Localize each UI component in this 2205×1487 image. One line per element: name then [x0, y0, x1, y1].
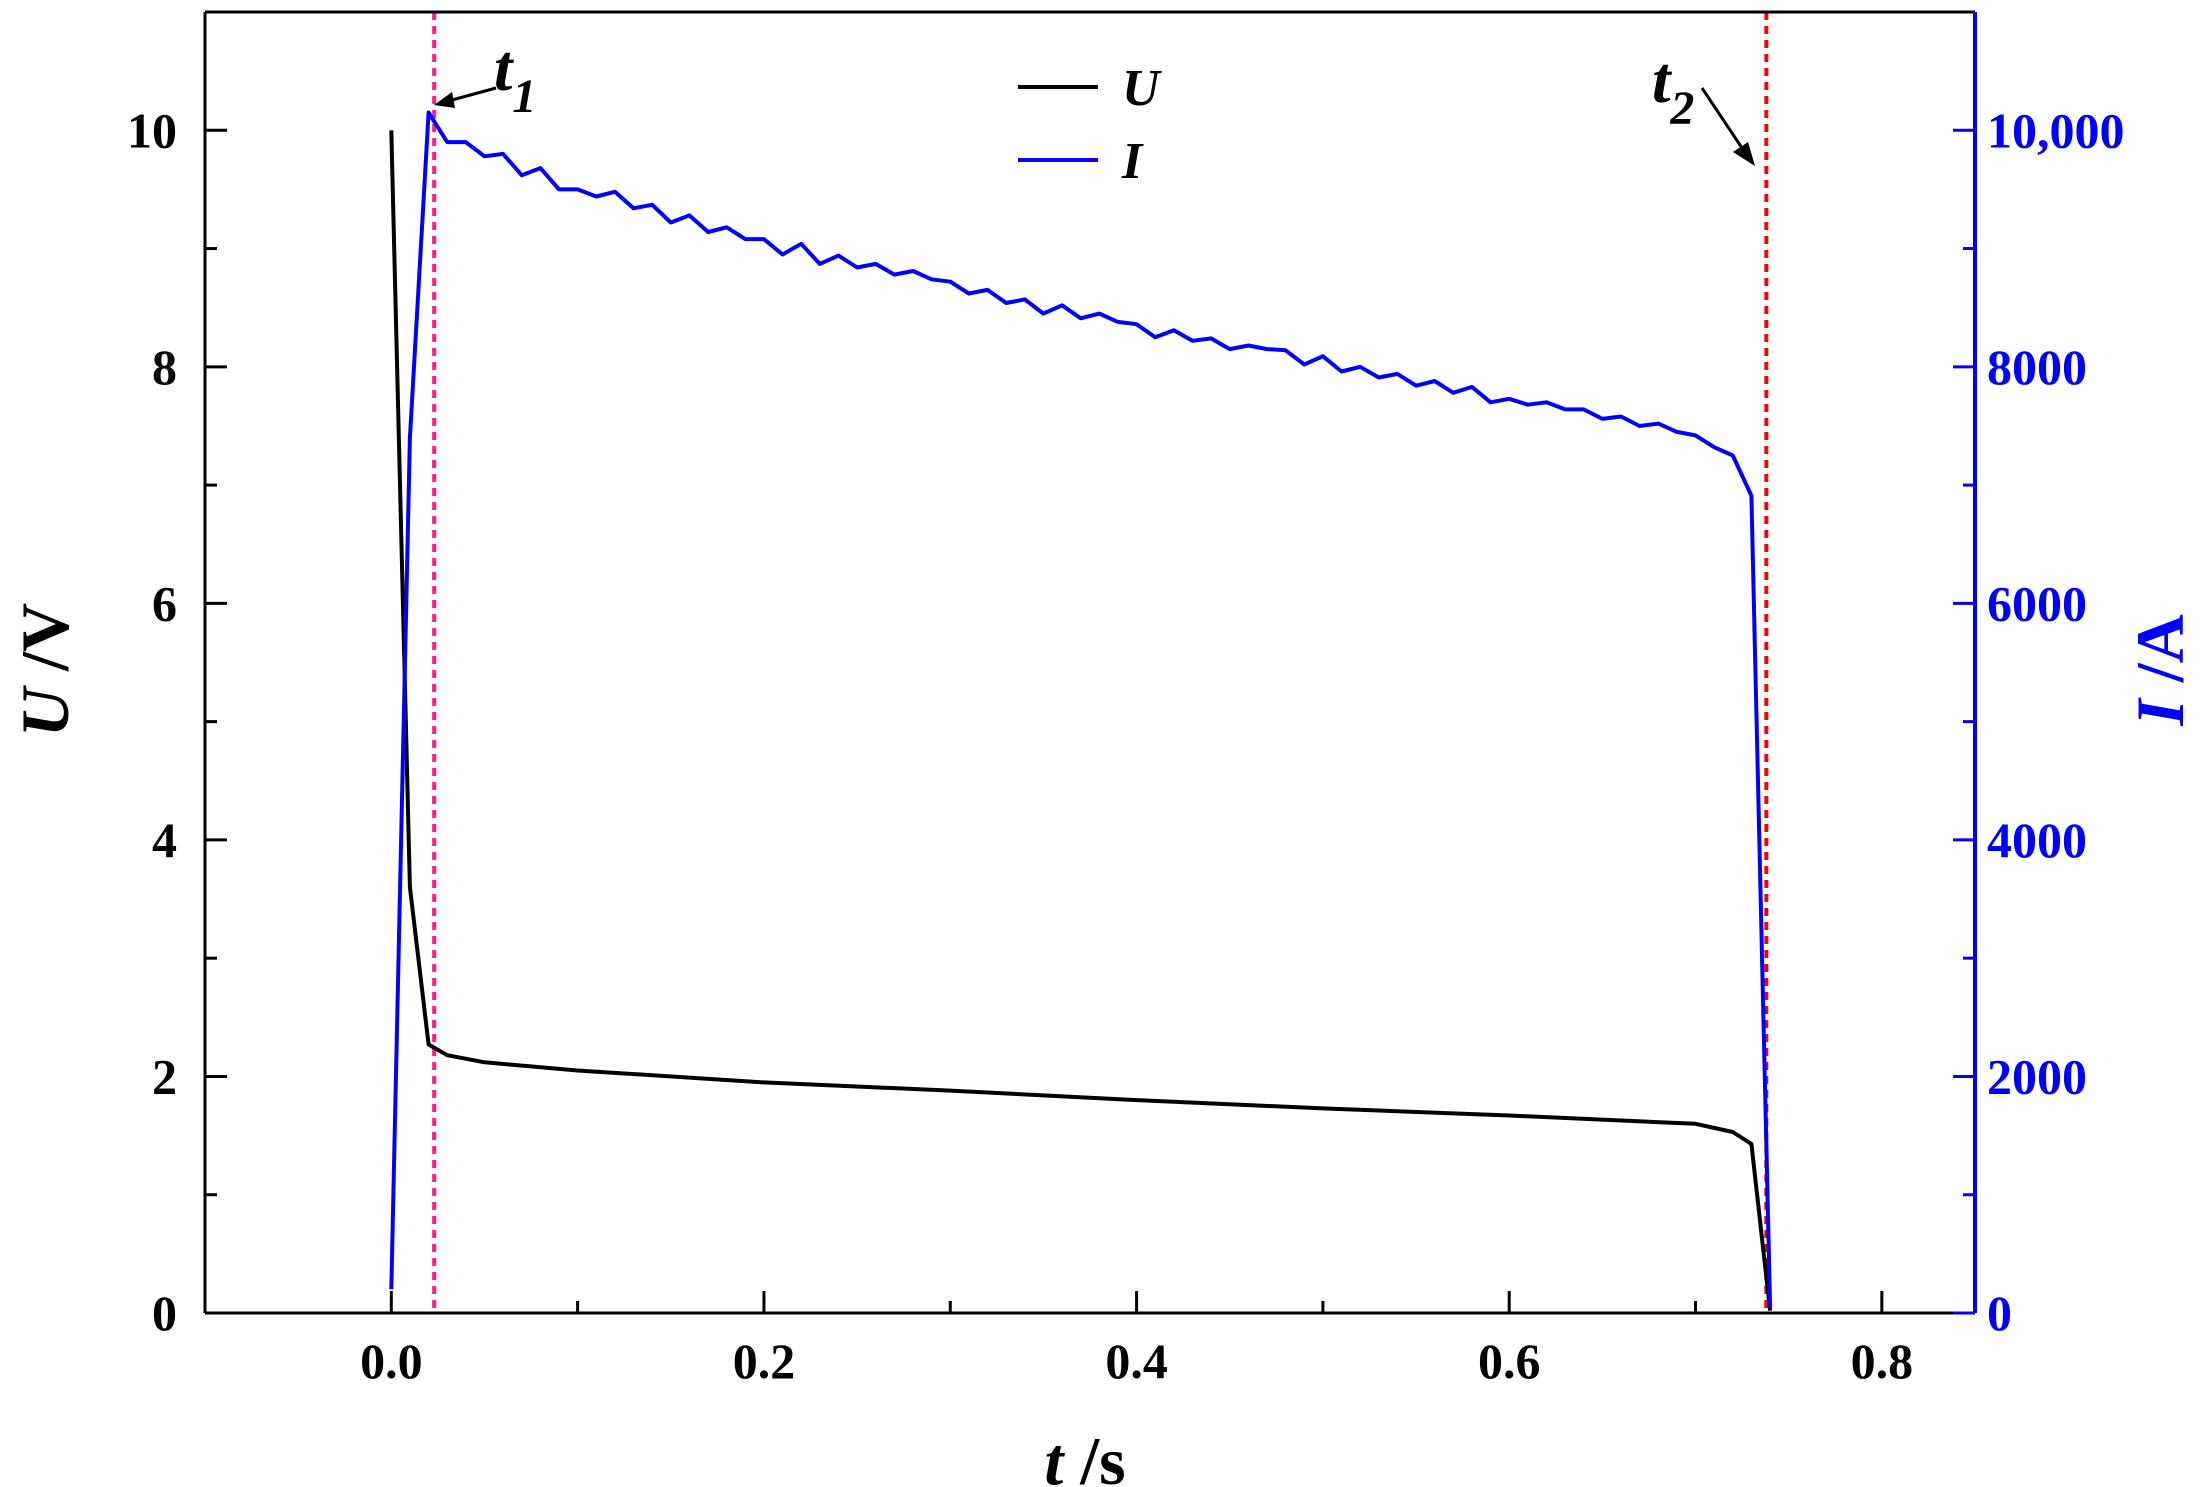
series-line-i: [389, 110, 1773, 1308]
annotation-t1-arrowhead: [434, 92, 455, 108]
x-axis-title: t /s: [1044, 1423, 1125, 1487]
axes: 0.0 0.2 0.4 0.6 0.8 0 2 4 6 8 10 0 2000 4000 6000 8000 1…: [127, 10, 2125, 1389]
y-right-axis-title: I /A: [2122, 614, 2198, 726]
x-tick-label: 0.8: [1851, 1333, 1914, 1389]
annotation-t1-var: t: [494, 32, 514, 105]
annotations: t1 t2: [434, 32, 1755, 166]
x-tick-label: 0.0: [360, 1333, 423, 1389]
plot-content: [389, 12, 1773, 1313]
y-right-tick-label: 4000: [1987, 812, 2087, 868]
y-left-axis-title-unit: /V: [7, 603, 83, 688]
annotation-t1-arrow-shaft: [451, 86, 497, 102]
x-axis-title-var: t: [1044, 1423, 1065, 1487]
y-left-tick-label: 6: [152, 575, 177, 631]
y-left-tick-label: 8: [152, 339, 177, 395]
y-right-axis-title-unit: /A: [2122, 614, 2198, 699]
y-left-tick-label: 2: [152, 1048, 177, 1104]
x-tick-label: 0.2: [733, 1333, 796, 1389]
series-line-u: [389, 130, 1773, 1311]
x-axis-title-unit: /s: [1063, 1423, 1125, 1487]
legend-label-i: I: [1121, 133, 1144, 190]
annotation-t2-arrow-shaft: [1700, 87, 1744, 149]
y-right-axis-title-var: I: [2122, 697, 2198, 727]
annotation-t2-sub: 2: [1669, 82, 1694, 135]
y-right-tick-label: 10,000: [1987, 102, 2125, 158]
x-tick-label: 0.6: [1478, 1333, 1541, 1389]
y-left-tick-label: 10: [127, 102, 177, 158]
legend-label-u: U: [1122, 60, 1162, 117]
x-tick-label: 0.4: [1105, 1333, 1168, 1389]
annotation-t1: t1: [494, 32, 536, 123]
y-left-tick-label: 0: [152, 1285, 177, 1341]
y-right-tick-label: 8000: [1987, 339, 2087, 395]
y-right-tick-label: 2000: [1987, 1048, 2087, 1104]
annotation-t2-arrowhead: [1733, 142, 1755, 166]
annotation-t2: t2: [1652, 44, 1694, 135]
y-left-axis-title-var: U: [7, 684, 83, 737]
y-left-tick-label: 4: [152, 812, 177, 868]
y-right-tick-label: 6000: [1987, 575, 2087, 631]
legend: U I: [1018, 60, 1162, 190]
annotation-t2-var: t: [1652, 44, 1672, 117]
y-left-axis-title: U /V: [7, 603, 83, 737]
y-right-tick-label: 0: [1987, 1285, 2012, 1341]
annotation-t1-sub: 1: [512, 70, 536, 123]
